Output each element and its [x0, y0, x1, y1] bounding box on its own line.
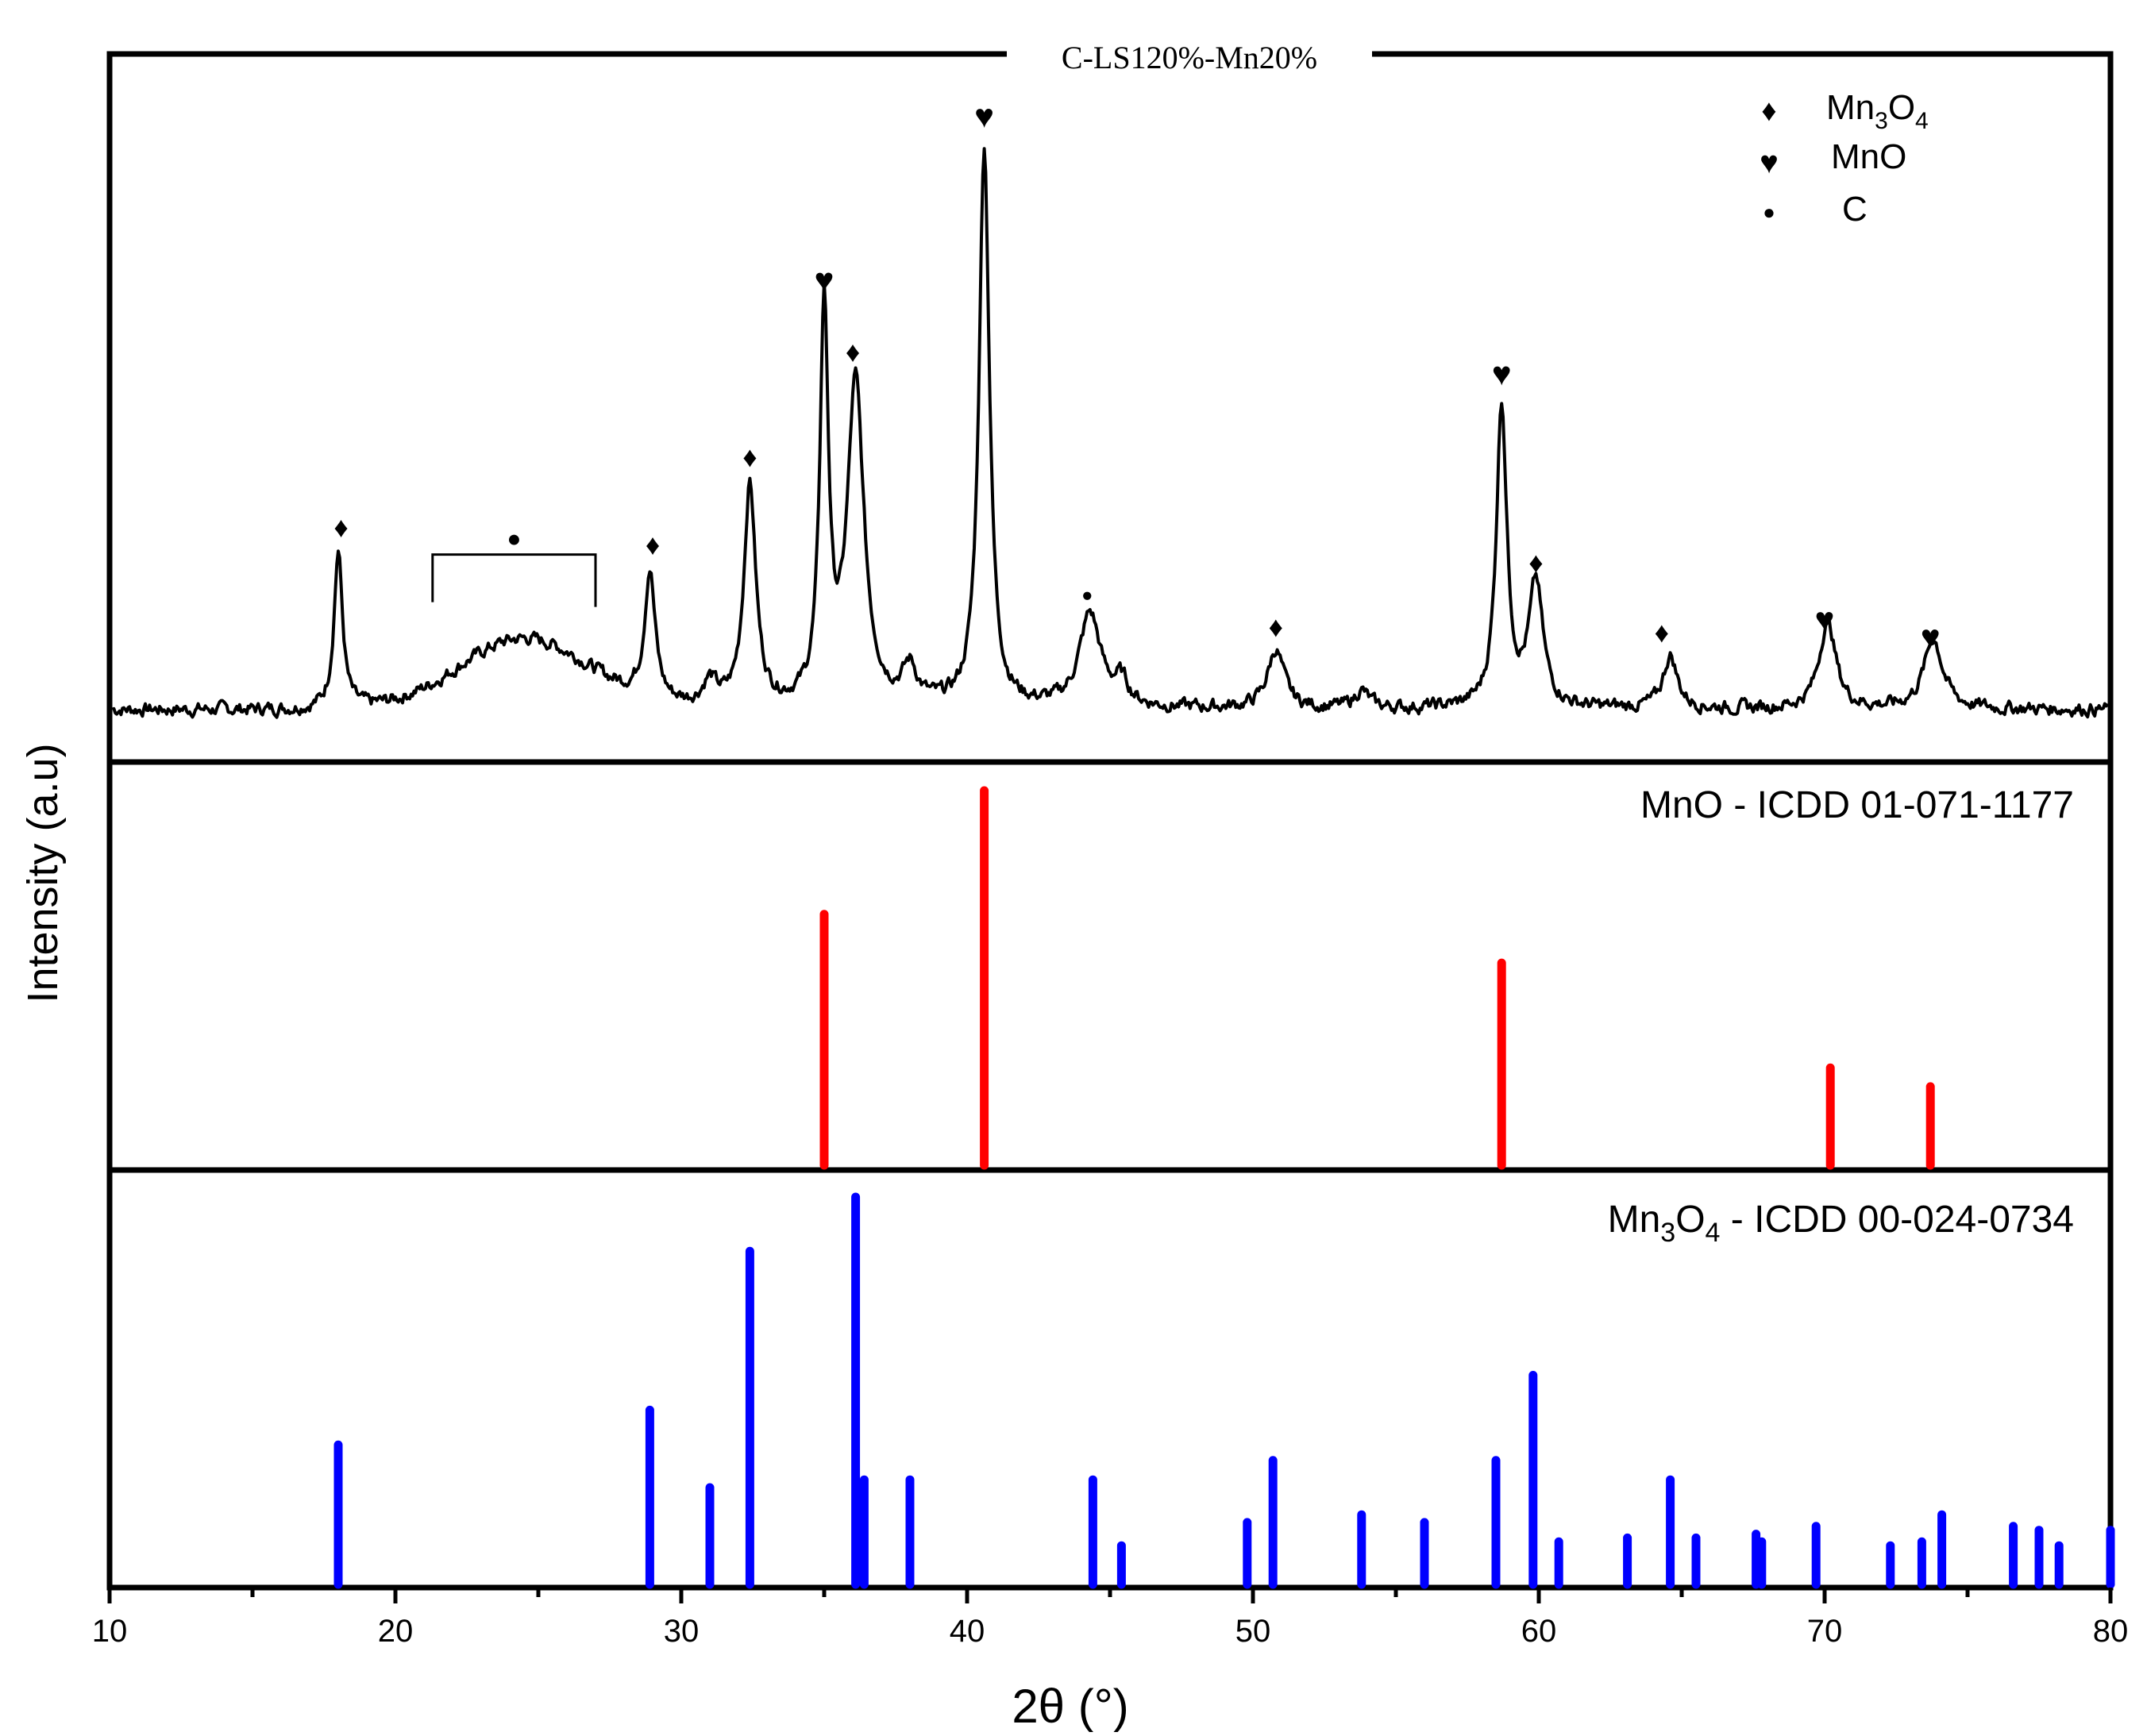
legend-mn3o4-symbol: ♦: [1761, 94, 1776, 128]
mn3o4-ref-sub4: 4: [1706, 1218, 1721, 1248]
y-axis-title: Intensity (a.u): [19, 743, 67, 1003]
carbon-bracket-line: [431, 553, 597, 607]
phase-marker-mn3o4: ♦: [1528, 546, 1543, 579]
phase-marker-mn3o4: ♦: [333, 511, 348, 544]
mno-reference-label: MnO - ICDD 01-071-1177: [1640, 784, 2074, 826]
phase-marker-mn3o4: ♦: [1655, 616, 1669, 649]
title-knockout: [1007, 40, 1372, 71]
legend-mno-label: MnO: [1831, 137, 1906, 176]
legend-c-symbol: ●: [1763, 200, 1775, 224]
legend-mn3o4-mn: Mn: [1826, 88, 1875, 127]
phase-marker-mno: ♥: [974, 98, 994, 135]
phase-marker-mn3o4: ♦: [846, 335, 860, 368]
phase-markers: ♦ ♦ ♦ ♥ ♦ ♥ ● ♦ ♥ ♦ ♦ ♥ ♥: [333, 98, 1940, 656]
carbon-bracket: ●: [431, 526, 597, 607]
x-tick-label: 30: [664, 1614, 700, 1649]
sample-pattern-line: [111, 147, 2110, 719]
mn3o4-reference-sticks: [333, 1192, 2115, 1589]
legend-mno-symbol: ♥: [1760, 145, 1779, 180]
legend-mn3o4-sub4: 4: [1915, 108, 1929, 134]
phase-marker-mn3o4: ♦: [1269, 610, 1283, 643]
mn3o4-ref-o: O: [1675, 1199, 1705, 1241]
x-tick-label: 20: [378, 1614, 414, 1649]
phase-marker-mn3o4: ♦: [742, 441, 757, 473]
x-tick-label: 10: [92, 1614, 128, 1649]
x-axis: 10 20 30 40 50 60 70 80: [92, 1588, 2129, 1649]
sample-title: C-LS120%-Mn20%: [1062, 40, 1317, 75]
x-tick-label: 60: [1521, 1614, 1557, 1649]
x-axis-title: 2θ (°): [1012, 1680, 1128, 1732]
phase-marker-mn3o4: ♦: [646, 529, 660, 561]
sample-pattern-group: [111, 147, 2110, 719]
legend-mn3o4-sub3: 3: [1875, 108, 1888, 134]
x-tick-label: 50: [1235, 1614, 1271, 1649]
phase-marker-mno: ♥: [1921, 618, 1941, 656]
phase-marker-c: ●: [1081, 585, 1093, 606]
legend-mn3o4-label: Mn3O4: [1826, 88, 1929, 134]
mn3o4-ref-sub3: 3: [1660, 1218, 1675, 1248]
mno-reference-sticks: [819, 786, 1935, 1170]
legend-mn3o4-o: O: [1888, 88, 1915, 127]
x-tick-label: 40: [950, 1614, 985, 1649]
phase-marker-mno: ♥: [815, 261, 835, 298]
x-tick-label: 80: [2093, 1614, 2129, 1649]
mn3o4-reference-label: Mn3O4 - ICDD 00-024-0734: [1608, 1199, 2074, 1248]
phase-marker-mno: ♥: [1815, 601, 1835, 638]
phase-marker-mno: ♥: [1492, 355, 1512, 392]
legend-c-label: C: [1842, 190, 1868, 229]
sample-panel-frame: [106, 51, 2114, 765]
mn3o4-ref-mn: Mn: [1608, 1199, 1661, 1241]
carbon-bracket-marker: ●: [507, 526, 521, 552]
phase-legend: ♦ Mn3O4 ♥ MnO ● C: [1760, 88, 1929, 229]
x-tick-label: 70: [1807, 1614, 1843, 1649]
mn3o4-ref-rest: - ICDD 00-024-0734: [1720, 1199, 2074, 1241]
